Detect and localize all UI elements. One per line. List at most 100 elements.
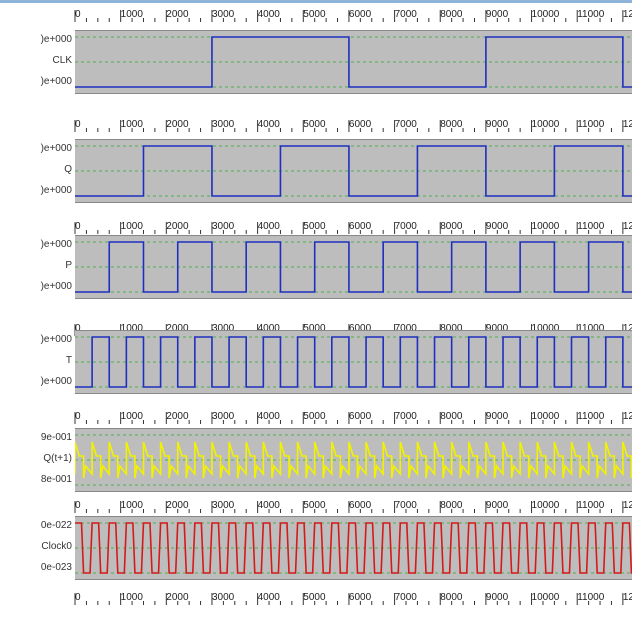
time-tick-label: 1000 bbox=[120, 500, 143, 511]
signal-panel-clk[interactable]: )e+000 CLK)e+000 bbox=[0, 30, 632, 94]
time-tick-label: 2000 bbox=[166, 221, 189, 232]
signal-min-value: )e+000 bbox=[40, 376, 72, 387]
waveform-trace bbox=[75, 145, 632, 197]
time-tick-label: 2000 bbox=[166, 323, 189, 334]
signal-min-value: 8e-001 bbox=[40, 474, 72, 485]
signal-name: Q bbox=[64, 164, 72, 175]
time-tick-label: 8000 bbox=[440, 411, 463, 422]
time-tick-label: 5000 bbox=[303, 592, 326, 603]
time-tick-label: 5000 bbox=[303, 119, 326, 130]
time-tick-label: 3000 bbox=[211, 221, 235, 232]
time-tick-label: 7000 bbox=[394, 411, 417, 422]
time-tick-label: 0 bbox=[75, 119, 81, 130]
time-axis-5: 0 1000 2000 3000 4000 5000 6000 7000 8000 9000 100… bbox=[74, 499, 632, 519]
time-tick-label: 9000 bbox=[485, 411, 509, 422]
time-axis-ticks bbox=[74, 222, 624, 234]
time-tick-label: 6000 bbox=[348, 592, 372, 603]
time-tick-label: 5000 bbox=[303, 411, 326, 422]
time-tick-label: 12000 bbox=[622, 592, 632, 603]
signal-panel-t[interactable]: )e+000 T)e+000 bbox=[0, 330, 632, 394]
signal-labels: )e+000 T)e+000 bbox=[0, 330, 72, 392]
signal-name: P bbox=[65, 260, 72, 271]
time-axis-ticks bbox=[74, 501, 624, 513]
signal-min-value: 0e-023 bbox=[40, 562, 72, 573]
time-tick-label: 5000 bbox=[303, 500, 326, 511]
time-tick-label: 0 bbox=[75, 9, 81, 20]
time-axis-6: 0 1000 2000 3000 4000 5000 6000 7000 8000 9000 100… bbox=[74, 591, 632, 611]
time-axis-ticks bbox=[74, 412, 624, 424]
time-tick-label: 11000 bbox=[577, 9, 605, 20]
time-tick-label: 0 bbox=[75, 323, 81, 334]
time-tick-label: 6000 bbox=[348, 411, 372, 422]
signal-name: Clock0 bbox=[41, 541, 72, 552]
time-tick-label: 11000 bbox=[577, 221, 605, 232]
time-tick-label: 4000 bbox=[257, 500, 280, 511]
time-tick-label: 11000 bbox=[577, 500, 605, 511]
time-tick-label: 1000 bbox=[120, 411, 143, 422]
time-tick-label: 10000 bbox=[531, 411, 560, 422]
time-tick-label: 1000 bbox=[120, 323, 143, 334]
signal-plot-area[interactable] bbox=[75, 330, 632, 394]
time-tick-label: 3000 bbox=[211, 592, 235, 603]
signal-max-value: 9e-001 bbox=[40, 432, 72, 443]
time-tick-label: 12000 bbox=[622, 221, 632, 232]
time-axis-2: 0 1000 2000 3000 4000 5000 6000 7000 8000 9000 100… bbox=[74, 220, 632, 240]
waveform-svg bbox=[75, 145, 632, 197]
signal-labels: )e+000 Q)e+000 bbox=[0, 139, 72, 201]
time-tick-label: 1000 bbox=[120, 119, 143, 130]
signal-plot-area[interactable] bbox=[75, 516, 632, 580]
time-tick-label: 9000 bbox=[485, 592, 509, 603]
signal-panel-q-t-1-[interactable]: 9e-001 Q(t+1) 8e-001 bbox=[0, 428, 632, 492]
signal-plot-area[interactable] bbox=[75, 428, 632, 492]
time-tick-label: 2000 bbox=[166, 411, 189, 422]
waveform-svg bbox=[75, 241, 632, 293]
waveform-svg bbox=[75, 522, 632, 574]
signal-plot-area[interactable] bbox=[75, 30, 632, 94]
signal-panel-p[interactable]: )e+000 P )e+000 bbox=[0, 235, 632, 299]
window-top-border bbox=[0, 0, 632, 3]
signal-max-value: )e+000 bbox=[40, 239, 72, 250]
time-tick-label: 9000 bbox=[485, 221, 509, 232]
time-tick-label: 3000 bbox=[211, 9, 235, 20]
time-tick-label: 10000 bbox=[531, 9, 560, 20]
time-tick-label: 3000 bbox=[211, 119, 235, 130]
time-tick-label: 8000 bbox=[440, 592, 463, 603]
time-tick-label: 7000 bbox=[394, 221, 417, 232]
waveform-trace bbox=[75, 241, 632, 293]
time-tick-label: 10000 bbox=[531, 592, 560, 603]
time-tick-label: 11000 bbox=[577, 411, 605, 422]
time-tick-label: 7000 bbox=[394, 592, 417, 603]
signal-plot-area[interactable] bbox=[75, 235, 632, 299]
signal-plot-area[interactable] bbox=[75, 139, 632, 203]
time-tick-label: 3000 bbox=[211, 500, 235, 511]
time-tick-label: 5000 bbox=[303, 221, 326, 232]
time-tick-label: 12000 bbox=[622, 119, 632, 130]
signal-labels: )e+000 P )e+000 bbox=[0, 235, 72, 297]
time-tick-label: 12000 bbox=[622, 323, 632, 334]
time-tick-label: 0 bbox=[75, 221, 81, 232]
time-tick-label: 4000 bbox=[257, 221, 280, 232]
signal-max-value: )e+000 bbox=[40, 143, 72, 154]
time-axis-0: 0 1000 2000 3000 4000 5000 6000 7000 8000 9000 100… bbox=[74, 8, 632, 28]
signal-panel-q[interactable]: )e+000 Q)e+000 bbox=[0, 139, 632, 203]
signal-name: T bbox=[65, 355, 72, 366]
time-tick-label: 12000 bbox=[622, 500, 632, 511]
time-tick-label: 8000 bbox=[440, 500, 463, 511]
time-tick-label: 0 bbox=[75, 411, 81, 422]
time-tick-label: 0 bbox=[75, 592, 81, 603]
signal-panel-clock0[interactable]: 0e-022 Clock0 0e-023 bbox=[0, 516, 632, 580]
time-tick-label: 9000 bbox=[485, 500, 509, 511]
time-axis-1: 0 1000 2000 3000 4000 5000 6000 7000 8000 9000 100… bbox=[74, 118, 632, 138]
time-tick-label: 4000 bbox=[257, 411, 280, 422]
time-tick-label: 4000 bbox=[257, 119, 280, 130]
waveform-svg bbox=[75, 336, 632, 388]
time-tick-label: 10000 bbox=[531, 323, 560, 334]
time-tick-label: 12000 bbox=[622, 9, 632, 20]
signal-min-value: )e+000 bbox=[40, 281, 72, 292]
time-tick-label: 7000 bbox=[394, 119, 417, 130]
time-tick-label: 7000 bbox=[394, 500, 417, 511]
time-tick-label: 9000 bbox=[485, 119, 509, 130]
time-tick-label: 2000 bbox=[166, 500, 189, 511]
time-tick-label: 7000 bbox=[394, 9, 417, 20]
signal-name: CLK bbox=[52, 55, 72, 66]
